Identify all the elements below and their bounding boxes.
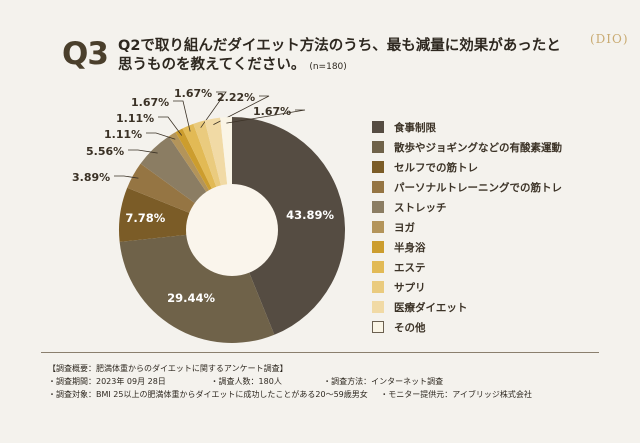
leader-line-10 xyxy=(213,95,270,125)
legend-item: ヨガ xyxy=(372,217,562,237)
legend-item: 医療ダイエット xyxy=(372,297,562,317)
legend-item: その他 xyxy=(372,317,562,337)
legend-item: ストレッチ xyxy=(372,197,562,217)
legend-item: 散歩やジョギングなどの有酸素運動 xyxy=(372,137,562,157)
data-label-6: 1.11% xyxy=(104,128,142,141)
legend-swatch xyxy=(372,201,384,213)
leader-line-6 xyxy=(146,132,176,140)
data-label-11: 1.67% xyxy=(253,105,291,118)
divider xyxy=(41,352,599,353)
legend-label: 半身浴 xyxy=(394,241,426,254)
legend-label: 散歩やジョギングなどの有酸素運動 xyxy=(394,141,562,154)
data-label-1: 43.89% xyxy=(286,208,334,222)
survey-summary: 【調査概要：肥満体重からのダイエットに関するアンケート調査】 ・調査期間：202… xyxy=(48,362,532,401)
legend-label: 医療ダイエット xyxy=(394,301,468,314)
survey-method: ・調査方法：インターネット調査 xyxy=(323,377,444,386)
legend-label: その他 xyxy=(394,321,426,334)
legend-swatch xyxy=(372,321,384,333)
legend-label: 食事制限 xyxy=(394,121,436,134)
legend-item: エステ xyxy=(372,257,562,277)
legend-swatch xyxy=(372,261,384,273)
legend-item: サプリ xyxy=(372,277,562,297)
legend-swatch xyxy=(372,241,384,253)
title-line-2-text: 思うものを教えてください。 xyxy=(118,57,306,73)
data-label-4: 3.89% xyxy=(72,171,110,184)
data-label-9: 1.67% xyxy=(174,87,212,100)
legend-item: 食事制限 xyxy=(372,117,562,137)
survey-period: ・調査期間：2023年 09月 28日 xyxy=(48,377,166,386)
title-line-2: 思うものを教えてください。 (n=180) xyxy=(118,56,561,77)
legend-label: パーソナルトレーニングでの筋トレ xyxy=(394,181,562,194)
legend-swatch xyxy=(372,121,384,133)
legend-item: セルフでの筋トレ xyxy=(372,157,562,177)
leader-line-5 xyxy=(128,149,158,154)
title-line-1: Q2で取り組んだダイエット方法のうち、最も減量に効果があったと xyxy=(118,38,561,54)
legend-swatch xyxy=(372,221,384,233)
leader-line-4 xyxy=(114,175,139,179)
legend-swatch xyxy=(372,161,384,173)
survey-row-2: ・調査対象：BMI 25以上の肥満体重からダイエットに成功したことがある20～5… xyxy=(48,388,532,401)
leader-line-9 xyxy=(200,91,227,128)
legend-item: 半身浴 xyxy=(372,237,562,257)
chart-title: Q2で取り組んだダイエット方法のうち、最も減量に効果があったと 思うものを教えて… xyxy=(118,37,561,77)
survey-heading: 【調査概要：肥満体重からのダイエットに関するアンケート調査】 xyxy=(48,364,288,373)
slice-1 xyxy=(232,117,345,335)
survey-target: ・調査対象：BMI 25以上の肥満体重からダイエットに成功したことがある20～5… xyxy=(48,390,368,399)
brand-logo: (DIO) xyxy=(590,32,629,46)
sample-size: (n=180) xyxy=(309,62,347,72)
data-label-7: 1.11% xyxy=(116,112,154,125)
donut-hole xyxy=(186,184,278,276)
legend-label: セルフでの筋トレ xyxy=(394,161,478,174)
legend-swatch xyxy=(372,181,384,193)
legend-label: サプリ xyxy=(394,281,426,294)
survey-row-1: ・調査期間：2023年 09月 28日 ・調査人数：180人 ・調査方法：インタ… xyxy=(48,375,532,388)
legend-item: パーソナルトレーニングでの筋トレ xyxy=(372,177,562,197)
leader-line-11 xyxy=(226,109,306,124)
data-label-8: 1.67% xyxy=(131,96,169,109)
leader-line-8 xyxy=(173,100,191,132)
legend-label: ストレッチ xyxy=(394,201,447,214)
survey-provider: ・モニター提供元：アイブリッジ株式会社 xyxy=(380,390,532,399)
question-number: Q3 xyxy=(62,36,109,72)
data-label-10: 2.22% xyxy=(217,91,255,104)
legend-swatch xyxy=(372,281,384,293)
data-label-5: 5.56% xyxy=(86,145,124,158)
legend-label: ヨガ xyxy=(394,221,415,234)
survey-respondents: ・調査人数：180人 xyxy=(210,377,282,386)
legend-swatch xyxy=(372,301,384,313)
legend: 食事制限散歩やジョギングなどの有酸素運動 セルフでの筋トレパーソナルトレーニングで… xyxy=(372,117,562,337)
data-label-3: 7.78% xyxy=(125,211,165,225)
leader-line-7 xyxy=(158,116,183,136)
legend-swatch xyxy=(372,141,384,153)
legend-label: エステ xyxy=(394,261,426,274)
data-label-2: 29.44% xyxy=(167,291,215,305)
